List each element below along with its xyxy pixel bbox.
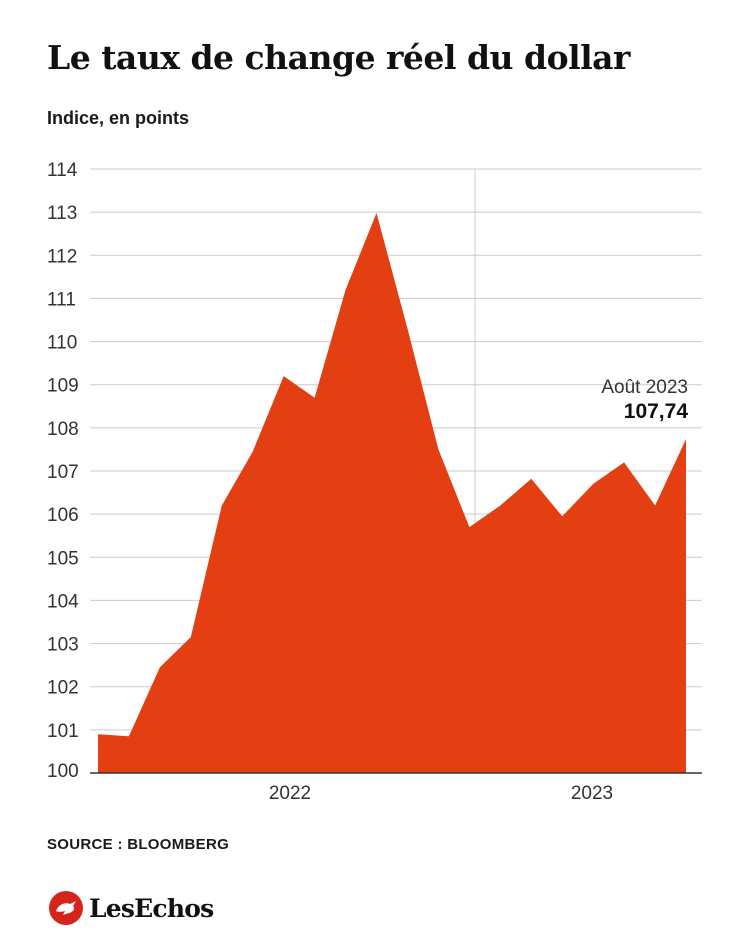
source-note: SOURCE : BLOOMBERG	[47, 836, 230, 853]
last-value-annotation: Août 2023 107,74	[601, 377, 688, 423]
area-chart: 100 101 102 103 104 105 106 107 108 109 110 111 112 1…	[47, 160, 702, 804]
brand-logo: LesEchos	[49, 890, 214, 926]
series-area	[98, 213, 686, 773]
y-tick-label: 105	[47, 548, 79, 569]
y-tick-label: 113	[47, 203, 77, 224]
x-tick-label: 2022	[269, 783, 311, 804]
y-tick-label: 100	[47, 761, 79, 782]
tick-labels: 100 101 102 103 104 105 106 107 108 109 110 111 112 1…	[47, 160, 613, 804]
echos-bird-logo-icon	[49, 891, 83, 925]
annotation-value: 107,74	[624, 400, 689, 423]
y-tick-label: 109	[47, 376, 79, 397]
x-tick-label: 2023	[571, 783, 613, 804]
y-tick-label: 106	[47, 505, 79, 526]
y-tick-label: 112	[47, 246, 77, 267]
y-tick-label: 111	[47, 289, 76, 310]
chart-title: Le taux de change réel du dollar	[47, 38, 630, 77]
y-tick-label: 110	[47, 333, 77, 354]
brand-name: LesEchos	[89, 893, 214, 923]
y-tick-label: 104	[47, 591, 79, 612]
chart-subtitle: Indice, en points	[47, 108, 190, 128]
y-tick-label: 108	[47, 419, 79, 440]
y-tick-label: 102	[47, 678, 79, 699]
annotation-label: Août 2023	[601, 377, 688, 398]
y-tick-label: 114	[47, 160, 78, 181]
y-tick-label: 107	[47, 462, 79, 483]
y-tick-label: 103	[47, 635, 79, 656]
y-tick-label: 101	[47, 721, 79, 742]
area-series-fill	[98, 213, 686, 773]
